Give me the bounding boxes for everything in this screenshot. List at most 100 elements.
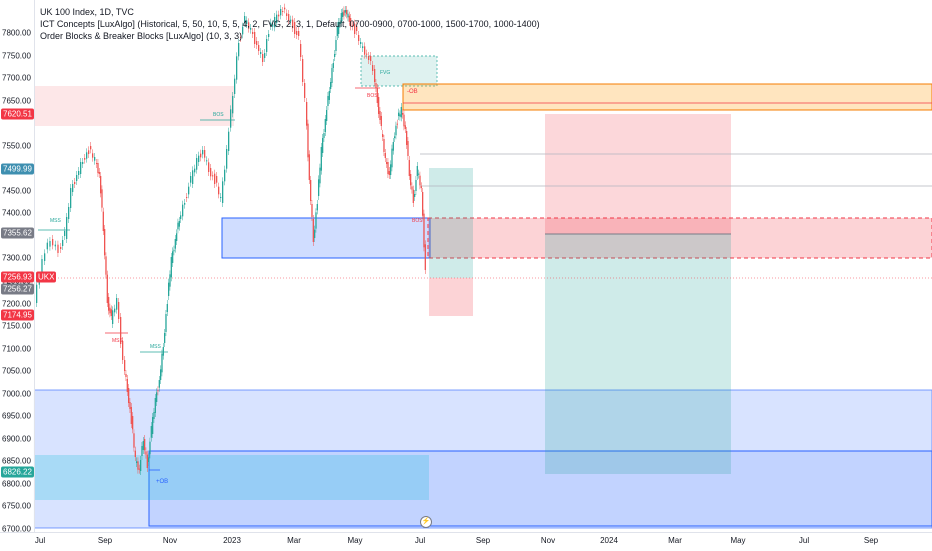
candle-body (160, 369, 162, 380)
candle-body (282, 11, 284, 12)
candle-body (168, 282, 170, 296)
candle-body (248, 22, 250, 29)
candle-body (98, 172, 100, 174)
price-badge: 7620.51 (1, 108, 34, 120)
candle-body (188, 186, 190, 195)
candle-body (106, 274, 108, 303)
price-badge: 6826.22 (1, 466, 34, 478)
time-axis[interactable]: Jul Sep Nov 2023 Mar May Jul Sep Nov 2024 Mar May Ju… (0, 532, 932, 551)
symbol-title[interactable]: UK 100 Index, 1D, TVC (40, 7, 134, 17)
candle-body (312, 219, 314, 242)
candle-body (156, 392, 158, 402)
candle-body (60, 247, 62, 249)
candle-body (64, 231, 66, 236)
y-tick-label: 7800.00 (2, 28, 31, 38)
candle-body (90, 146, 92, 150)
candle-body (122, 341, 124, 360)
chart-area[interactable]: MSS MSS MSS BOS BOS BOS FVG -OB +OB 7800… (0, 0, 932, 532)
candle-body (238, 43, 240, 57)
y-tick-label: 7550.00 (2, 141, 31, 151)
candle-body (72, 184, 74, 192)
candle-body (314, 229, 316, 238)
y-tick-label: 7400.00 (2, 208, 31, 218)
y-tick-label: 7150.00 (2, 321, 31, 331)
candle-body (100, 176, 102, 194)
ob-plus-label: +OB (156, 479, 169, 485)
candle-body (116, 298, 118, 310)
y-tick-label: 6750.00 (2, 501, 31, 511)
x-tick-label: Sep (475, 536, 491, 545)
candle-body (150, 426, 152, 438)
y-tick-label: 6900.00 (2, 434, 31, 444)
price-badge: 7355.62 (1, 227, 34, 239)
bearish-ob-red-dashed (427, 217, 932, 259)
candle-body (240, 37, 242, 38)
candle-body (286, 13, 288, 16)
candle-body (272, 24, 274, 27)
candle-body (390, 164, 392, 175)
candle-body (380, 116, 382, 126)
candle-body (403, 114, 405, 127)
candle-body (307, 123, 309, 158)
candle-body (242, 26, 244, 35)
candle-body (210, 168, 212, 177)
candle-body (338, 22, 340, 34)
candle-body (228, 131, 230, 151)
x-tick-label: Jul (798, 536, 810, 545)
candle-body (288, 14, 290, 21)
candle-body (379, 111, 381, 120)
candle-body (178, 221, 180, 227)
candle-body (41, 259, 43, 276)
candle-body (68, 207, 70, 219)
candle-body (104, 229, 106, 256)
price-badge: 7256.93 (1, 271, 34, 283)
candle-body (419, 175, 421, 186)
candle-body (370, 56, 372, 61)
indicator-order-blocks[interactable]: Order Blocks & Breaker Blocks [LuxAlgo] … (40, 31, 243, 41)
x-tick-label: Sep (97, 536, 113, 545)
candle-body (130, 407, 132, 424)
y-tick-label: 7100.00 (2, 344, 31, 354)
candle-body (387, 162, 389, 174)
candle-body (386, 162, 388, 164)
candle-body (260, 52, 262, 54)
candle-body (148, 457, 150, 462)
candle-body (137, 461, 139, 470)
lightning-icon[interactable]: ⚡ (420, 516, 432, 528)
candle-body (350, 18, 352, 27)
candle-body (57, 244, 59, 253)
candle-body (414, 194, 416, 197)
candle-body (340, 13, 342, 23)
candle-body (114, 308, 116, 313)
candle-body (182, 204, 184, 217)
price-axis[interactable]: 7800.007750.007700.007650.007550.007500.… (0, 0, 35, 532)
candle-body (234, 78, 236, 94)
candle-body (300, 44, 302, 57)
candle-body (140, 460, 142, 471)
candle-body (138, 468, 140, 470)
candle-body (410, 174, 412, 186)
candle-body (342, 12, 344, 17)
candle-body (364, 46, 366, 55)
candle-body (84, 158, 86, 160)
candle-body (292, 19, 294, 28)
candle-body (141, 446, 143, 456)
candle-body (346, 10, 348, 15)
price-badge: 7174.95 (1, 309, 34, 321)
candle-body (266, 39, 268, 52)
candle-body (328, 91, 330, 100)
candle-body (170, 257, 172, 278)
candle-body (246, 20, 248, 24)
x-tick-label: Jul (34, 536, 46, 545)
price-chart[interactable] (0, 0, 932, 532)
candle-body (375, 83, 377, 88)
indicator-ict-concepts[interactable]: ICT Concepts [LuxAlgo] (Historical, 5, 5… (40, 19, 540, 29)
candle-body (186, 197, 188, 198)
candle-body (232, 96, 234, 114)
candle-body (276, 14, 278, 23)
candle-body (157, 390, 159, 392)
position-stop-red-small (429, 278, 473, 316)
candle-body (46, 242, 48, 250)
fvg-green-zone (360, 55, 438, 87)
candle-body (347, 13, 349, 18)
